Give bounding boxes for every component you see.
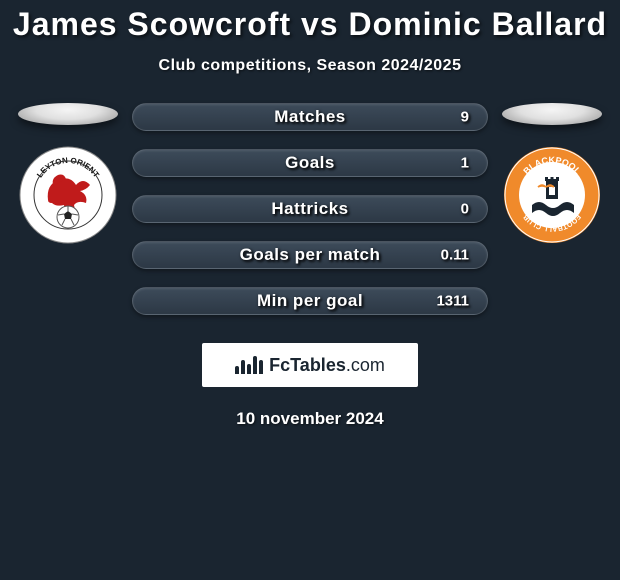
stat-right-value: 1311 — [436, 293, 469, 310]
source-logo: FcTables.com — [202, 343, 418, 387]
stat-row: Min per goal 1311 — [132, 287, 488, 315]
stat-row: Matches 9 — [132, 103, 488, 131]
stat-label: Hattricks — [133, 199, 487, 219]
left-club-crest: LEYTON ORIENT — [18, 145, 118, 245]
left-player-col: LEYTON ORIENT — [8, 103, 128, 245]
stat-label: Goals per match — [133, 245, 487, 265]
stat-label: Goals — [133, 153, 487, 173]
stat-right-value: 9 — [461, 109, 469, 126]
right-player-col: BLACKPOOL FOOTBALL CLUB — [492, 103, 612, 245]
stat-label: Min per goal — [133, 291, 487, 311]
right-player-plate — [502, 103, 602, 125]
stats-column: Matches 9 Goals 1 Hattricks 0 Goals per … — [128, 103, 492, 315]
logo-bars-icon — [235, 356, 263, 374]
left-player-plate — [18, 103, 118, 125]
stat-right-value: 0 — [461, 201, 469, 218]
stat-row: Goals per match 0.11 — [132, 241, 488, 269]
stat-right-value: 1 — [461, 155, 469, 172]
stat-row: Goals 1 — [132, 149, 488, 177]
comparison-row: LEYTON ORIENT — [0, 103, 620, 315]
stat-label: Matches — [133, 107, 487, 127]
stat-row: Hattricks 0 — [132, 195, 488, 223]
stat-right-value: 0.11 — [441, 247, 469, 264]
page-subtitle: Club competitions, Season 2024/2025 — [0, 57, 620, 75]
right-club-crest: BLACKPOOL FOOTBALL CLUB — [502, 145, 602, 245]
logo-text: FcTables.com — [269, 355, 385, 376]
snapshot-date: 10 november 2024 — [0, 409, 620, 429]
page-title: James Scowcroft vs Dominic Ballard — [0, 0, 620, 43]
